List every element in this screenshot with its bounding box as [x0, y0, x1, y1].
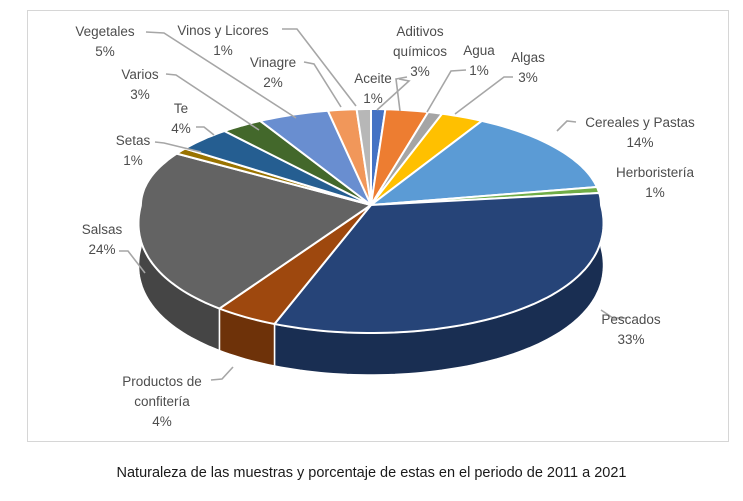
- slice-label-setas: Setas 1%: [116, 131, 151, 171]
- slice-label-value: 1%: [213, 43, 233, 58]
- slice-label-value: 3%: [130, 87, 150, 102]
- slice-label-herboristeria: Herboristería 1%: [616, 163, 694, 203]
- pie-slice-cereales-y-pastas[interactable]: [370, 119, 598, 206]
- slice-label-text: Herboristería: [615, 165, 695, 180]
- slice-label-text: Salsas: [81, 222, 123, 237]
- slice-label-text: Aditivos: [396, 24, 444, 39]
- slice-label-value: 5%: [95, 44, 115, 59]
- slice-label-text: confitería: [134, 394, 190, 409]
- slice-label-value: 2%: [263, 75, 283, 90]
- slice-label-text: Varios: [121, 67, 159, 82]
- pie-slice-te[interactable]: [183, 130, 372, 206]
- slice-label-text: Vinagre: [249, 55, 297, 70]
- slice-label-text: Te: [173, 101, 189, 116]
- leader-line-vinos-y-licores: [282, 28, 357, 107]
- slice-label-algas: Algas 3%: [511, 48, 545, 88]
- slice-label-varios: Varios 3%: [121, 65, 158, 105]
- slice-label-aceite: Aceite 1%: [354, 69, 392, 109]
- pie-slice-salsas[interactable]: [137, 152, 372, 310]
- pie-slice-pescados[interactable]: [273, 192, 605, 334]
- slice-label-text: Algas: [511, 50, 545, 65]
- slice-label-vinagre: Vinagre 2%: [250, 53, 296, 93]
- leader-line-cereales-y-pastas: [556, 120, 577, 132]
- slice-label-value: 3%: [518, 70, 538, 85]
- slice-label-text: Vinos y Licores: [177, 23, 269, 38]
- pie-slice-productos-de-confiteria[interactable]: [218, 204, 372, 325]
- slice-label-value: 33%: [617, 332, 645, 347]
- pie-slice-vegetales[interactable]: [259, 109, 372, 206]
- pie-slice-varios[interactable]: [223, 119, 372, 206]
- pie-slice-algas[interactable]: [370, 112, 483, 206]
- leader-line-pescados: [600, 309, 627, 319]
- slice-label-text: Aceite: [354, 71, 392, 86]
- chart-caption: Naturaleza de las muestras y porcentaje …: [116, 465, 627, 481]
- leader-line-setas: [154, 141, 202, 153]
- slice-label-aditivos-quimicos: Aditivos químicos 3%: [393, 22, 447, 82]
- slice-label-vinos-y-licores: Vinos y Licores 1%: [177, 21, 268, 61]
- slice-label-text: Setas: [115, 133, 151, 148]
- leader-line-productos-de-confiteria: [210, 366, 234, 381]
- slice-label-salsas: Salsas 24%: [82, 220, 123, 260]
- slice-label-value: 4%: [171, 121, 191, 136]
- slice-label-pescados: Pescados 33%: [601, 310, 660, 350]
- slice-label-text: Cereales y Pastas: [585, 115, 695, 130]
- leader-line-vegetales: [145, 31, 297, 119]
- slice-label-text: Vegetales: [75, 24, 135, 39]
- leader-line-agua: [426, 69, 467, 113]
- slice-label-text: Agua: [463, 43, 495, 58]
- pie-slice-vinos-y-licores[interactable]: [355, 108, 372, 206]
- slice-label-text: Productos de: [122, 374, 202, 389]
- leader-line-aceite: [376, 78, 411, 111]
- slice-label-text: químicos: [392, 44, 448, 59]
- leader-line-varios: [165, 73, 260, 131]
- slice-label-value: 1%: [363, 91, 383, 106]
- slice-label-value: 3%: [410, 64, 430, 79]
- slice-label-value: 1%: [469, 63, 489, 78]
- slice-label-cereales-y-pastas: Cereales y Pastas 14%: [585, 113, 695, 153]
- leader-line-algas: [454, 76, 513, 115]
- leader-line-aditivos-quimicos: [395, 76, 408, 112]
- slice-label-value: 4%: [152, 414, 172, 429]
- slice-label-value: 1%: [645, 185, 665, 200]
- leader-line-vinagre: [303, 61, 342, 108]
- slice-label-vegetales: Vegetales 5%: [75, 22, 134, 62]
- slice-label-agua: Agua 1%: [463, 41, 495, 81]
- leader-line-salsas: [119, 250, 146, 274]
- slice-label-value: 1%: [123, 153, 143, 168]
- leader-line-te: [196, 126, 215, 136]
- slice-label-value: 24%: [88, 242, 116, 257]
- slice-label-productos-de-confiteria: Productos de confitería 4%: [122, 372, 202, 432]
- slice-label-value: 14%: [626, 135, 654, 150]
- slice-label-text: Pescados: [601, 312, 661, 327]
- slice-label-te: Te 4%: [171, 99, 191, 139]
